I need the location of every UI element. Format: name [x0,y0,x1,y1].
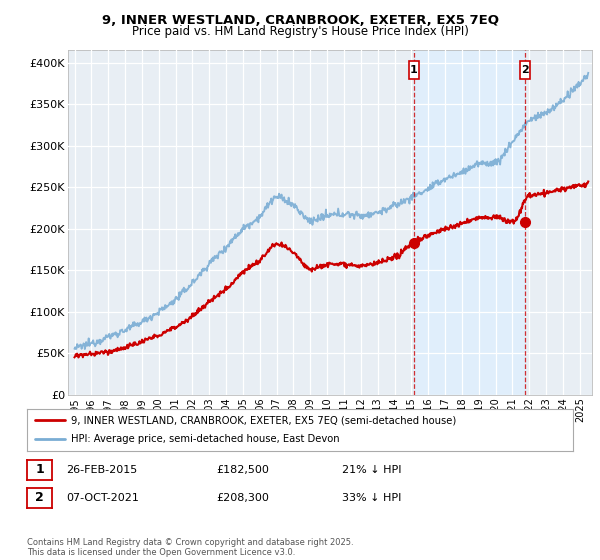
Text: 2: 2 [521,65,529,75]
Bar [414,50,526,395]
Text: Contains HM Land Registry data © Crown copyright and database right 2025.
This d: Contains HM Land Registry data © Crown c… [27,538,353,557]
Text: Price paid vs. HM Land Registry's House Price Index (HPI): Price paid vs. HM Land Registry's House … [131,25,469,38]
FancyBboxPatch shape [409,60,419,79]
Text: 21% ↓ HPI: 21% ↓ HPI [342,465,401,475]
Text: 07-OCT-2021: 07-OCT-2021 [66,493,139,503]
Text: 2: 2 [35,491,44,505]
Text: 9, INNER WESTLAND, CRANBROOK, EXETER, EX5 7EQ: 9, INNER WESTLAND, CRANBROOK, EXETER, EX… [101,14,499,27]
Text: 26-FEB-2015: 26-FEB-2015 [66,465,137,475]
Text: 1: 1 [410,65,418,75]
FancyBboxPatch shape [520,60,530,79]
Text: 33% ↓ HPI: 33% ↓ HPI [342,493,401,503]
Text: 1: 1 [35,463,44,477]
Text: £208,300: £208,300 [216,493,269,503]
Text: HPI: Average price, semi-detached house, East Devon: HPI: Average price, semi-detached house,… [71,435,340,445]
Text: 9, INNER WESTLAND, CRANBROOK, EXETER, EX5 7EQ (semi-detached house): 9, INNER WESTLAND, CRANBROOK, EXETER, EX… [71,415,456,425]
Text: £182,500: £182,500 [216,465,269,475]
